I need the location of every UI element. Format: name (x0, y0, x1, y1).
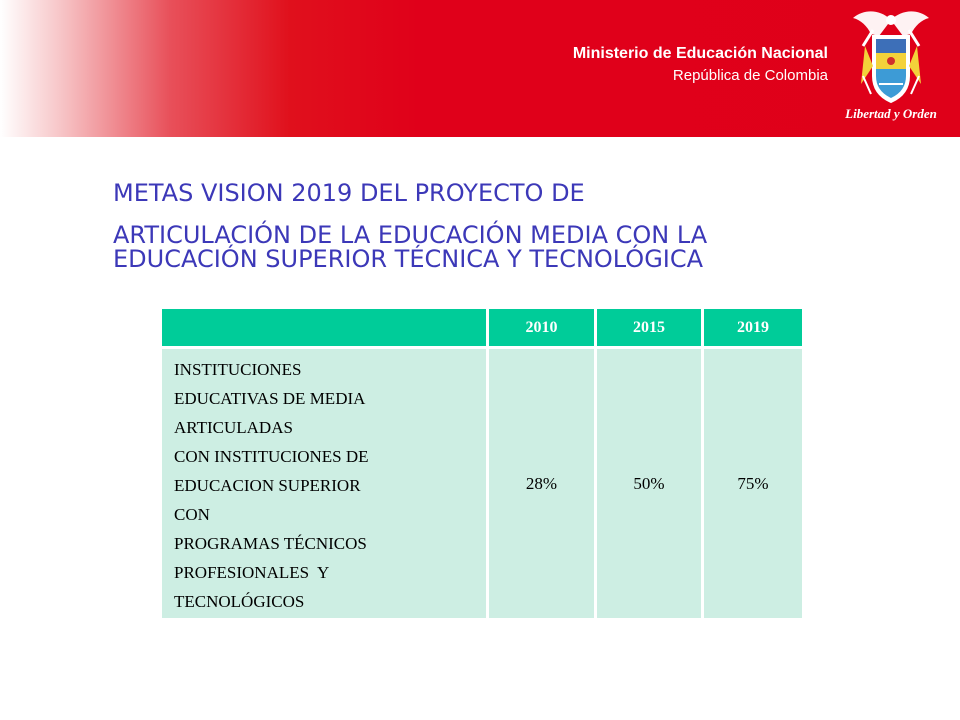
ministry-block: Ministerio de Educación Nacional Repúbli… (573, 44, 828, 86)
table-header-row: 2010 2015 2019 (159, 306, 805, 349)
title-line-1: METAS VISION 2019 DEL PROYECTO DE (113, 179, 585, 207)
slide-title: METAS VISION 2019 DEL PROYECTO DE ARTICU… (113, 178, 933, 274)
description-line: CON (174, 505, 210, 524)
description-line: EDUCATIVAS DE MEDIA (174, 389, 366, 408)
column-header-2015: 2015 (594, 306, 704, 349)
description-line: INSTITUCIONES (174, 360, 302, 379)
goals-table: 2010 2015 2019 INSTITUCIONES EDUCATIVAS … (159, 306, 805, 621)
value-2010: 28% (486, 346, 597, 621)
title-line-3: EDUCACIÓN SUPERIOR TÉCNICA Y TECNOLÓGICA (113, 245, 704, 273)
table-row: INSTITUCIONES EDUCATIVAS DE MEDIA ARTICU… (159, 346, 805, 621)
value-2015: 50% (594, 346, 704, 621)
header-band (0, 0, 960, 137)
value-2019: 75% (701, 346, 805, 621)
coat-of-arms-icon (853, 11, 929, 104)
description-line: PROFESIONALES Y (174, 563, 330, 582)
row-description: INSTITUCIONES EDUCATIVAS DE MEDIA ARTICU… (159, 346, 489, 621)
description-line: PROGRAMAS TÉCNICOS (174, 534, 367, 553)
title-line-2: ARTICULACIÓN DE LA EDUCACIÓN MEDIA CON L… (113, 221, 708, 249)
description-line: CON INSTITUCIONES DE (174, 447, 369, 466)
column-header-empty (159, 306, 489, 349)
description-line: TECNOLÓGICOS (174, 592, 305, 611)
description-line: EDUCACION SUPERIOR (174, 476, 361, 495)
ministry-name: Ministerio de Educación Nacional (572, 45, 828, 62)
description-line: ARTICULADAS (174, 418, 293, 437)
column-header-2010: 2010 (486, 306, 597, 349)
motto-logo-text: Libertad y Orden (845, 106, 937, 121)
column-header-2019: 2019 (701, 306, 805, 349)
country-name: República de Colombia (672, 67, 828, 84)
